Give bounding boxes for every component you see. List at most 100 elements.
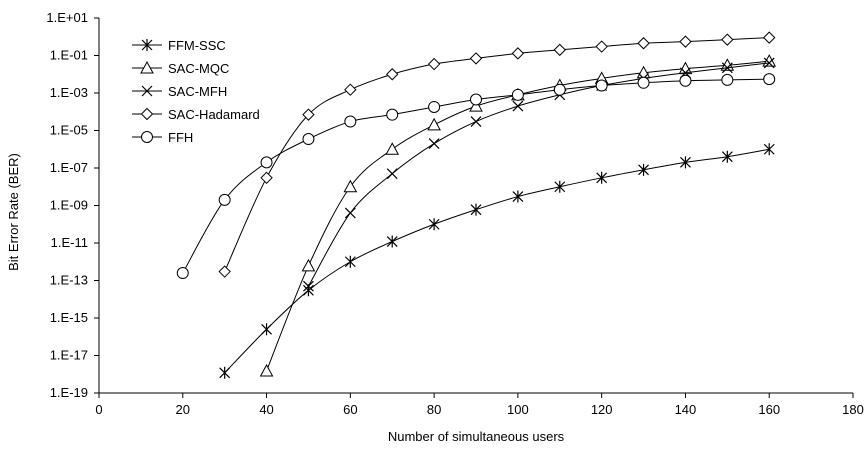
x-tick-label: 20 xyxy=(176,402,190,417)
legend: FFM-SSC SAC-MQC SAC-MFH SAC-Hadamard FFH xyxy=(132,38,260,145)
y-tick-label: 1.E-15 xyxy=(50,310,88,325)
data-point-ffh xyxy=(302,133,315,146)
data-point-sac-hadamard xyxy=(302,108,315,121)
axes: 0 20 40 60 80 100 120 140 160 180 1.E+01 1.E-01 1.E-… xyxy=(46,10,863,417)
data-point-ffm-ssc xyxy=(470,203,482,216)
data-point-sac-hadamard xyxy=(260,171,273,185)
data-point-ffm-ssc xyxy=(512,190,524,203)
data-point-sac-mfh xyxy=(303,280,314,292)
legend-label-ffm-ssc: FFM-SSC xyxy=(168,38,226,53)
series-line-ffm-ssc xyxy=(224,148,770,374)
y-tick-label: 1.E+01 xyxy=(46,10,88,25)
data-point-ffm-ssc xyxy=(638,163,649,176)
data-point-sac-hadamard xyxy=(511,47,525,60)
series-layer xyxy=(176,31,777,379)
data-point-ffm-ssc xyxy=(344,255,356,268)
data-point-sac-mfh xyxy=(428,138,440,150)
series-line-sac-hadamard xyxy=(224,37,770,272)
data-point-ffh xyxy=(637,76,650,89)
y-tick-label: 1.E-11 xyxy=(51,235,88,250)
series-ffm-ssc xyxy=(219,143,775,379)
data-point-ffm-ssc xyxy=(721,150,733,163)
data-point-ffm-ssc xyxy=(428,218,440,231)
data-point-sac-mqc xyxy=(301,258,316,272)
data-point-sac-hadamard xyxy=(679,35,692,48)
series-sac-mqc xyxy=(259,54,777,377)
y-tick-label: 1.E-13 xyxy=(50,273,88,288)
data-point-ffh xyxy=(428,100,441,113)
x-tick-label: 140 xyxy=(675,402,697,417)
y-tick-label: 1.E-05 xyxy=(50,123,88,138)
data-point-sac-hadamard xyxy=(469,52,483,65)
y-tick-label: 1.E-01 xyxy=(50,48,88,63)
data-point-sac-mfh xyxy=(763,57,775,69)
data-point-ffh xyxy=(176,267,189,280)
legend-entry-sac-hadamard: SAC-Hadamard xyxy=(132,107,260,122)
data-point-ffm-ssc xyxy=(386,235,398,248)
y-tick-label: 1.E-09 xyxy=(50,198,88,213)
data-point-ffh xyxy=(386,108,399,121)
series-ffh xyxy=(176,73,776,280)
data-point-ffm-ssc xyxy=(219,366,231,379)
data-point-sac-hadamard xyxy=(218,265,231,278)
x-axis-label: Number of simultaneous users xyxy=(388,429,565,444)
legend-entry-ffh: FFH xyxy=(132,130,193,145)
legend-marker-sac-mfh xyxy=(141,85,153,97)
legend-label-sac-mqc: SAC-MQC xyxy=(168,61,229,76)
data-point-sac-mqc xyxy=(469,99,483,112)
data-point-ffh xyxy=(595,79,608,92)
data-point-sac-hadamard xyxy=(637,37,650,50)
data-point-ffh xyxy=(218,193,231,206)
legend-entry-sac-mfh: SAC-MFH xyxy=(132,84,227,99)
data-point-sac-mfh xyxy=(344,207,356,219)
data-point-sac-mqc xyxy=(427,117,441,131)
data-point-sac-mqc xyxy=(385,142,400,155)
data-point-ffh xyxy=(511,88,524,101)
legend-label-sac-hadamard: SAC-Hadamard xyxy=(168,107,260,122)
y-tick-label: 1.E-07 xyxy=(50,160,88,175)
x-tick-label: 0 xyxy=(95,402,102,417)
legend-entry-ffm-ssc: FFM-SSC xyxy=(132,38,226,53)
data-point-sac-mfh xyxy=(470,116,482,127)
data-point-ffm-ssc xyxy=(596,171,608,184)
data-point-sac-mfh xyxy=(721,62,733,74)
data-point-sac-hadamard xyxy=(344,83,357,96)
legend-marker-ffm-ssc xyxy=(141,39,153,51)
data-point-sac-hadamard xyxy=(721,33,734,46)
data-point-ffm-ssc xyxy=(763,143,775,156)
data-point-sac-mfh xyxy=(512,100,524,112)
x-tick-label: 40 xyxy=(259,402,273,417)
data-point-sac-hadamard xyxy=(553,43,566,57)
series-sac-hadamard xyxy=(218,31,776,278)
series-sac-mfh xyxy=(303,57,775,292)
x-tick-label: 120 xyxy=(591,402,613,417)
y-tick-label: 1.E-03 xyxy=(50,85,88,100)
data-point-sac-mqc xyxy=(762,54,777,67)
data-point-sac-hadamard xyxy=(595,40,608,53)
data-point-ffm-ssc xyxy=(680,156,691,169)
x-tick-label: 80 xyxy=(427,402,441,417)
data-point-ffm-ssc xyxy=(554,180,566,193)
y-axis-label: Bit Error Rate (BER) xyxy=(6,153,21,271)
x-tick-label: 60 xyxy=(343,402,357,417)
data-point-ffh xyxy=(260,156,273,169)
data-point-sac-mqc xyxy=(343,179,358,193)
data-point-sac-hadamard xyxy=(386,68,399,81)
legend-marker-ffh xyxy=(141,131,153,143)
x-tick-label: 100 xyxy=(507,402,529,417)
data-point-ffh xyxy=(344,115,357,128)
x-tick-label: 160 xyxy=(758,402,780,417)
data-point-ffh xyxy=(470,93,482,106)
data-point-sac-hadamard xyxy=(763,31,776,44)
y-tick-label: 1.E-19 xyxy=(50,385,88,400)
series-line-sac-mqc xyxy=(266,60,770,372)
legend-label-sac-mfh: SAC-MFH xyxy=(168,84,227,99)
y-tick-label: 1.E-17 xyxy=(50,348,88,363)
x-tick-label: 180 xyxy=(842,402,864,417)
legend-label-ffh: FFH xyxy=(168,130,193,145)
data-point-ffh xyxy=(721,73,734,86)
data-point-sac-mqc xyxy=(259,363,274,377)
legend-marker-sac-hadamard xyxy=(140,107,154,121)
data-point-ffh xyxy=(763,73,776,86)
